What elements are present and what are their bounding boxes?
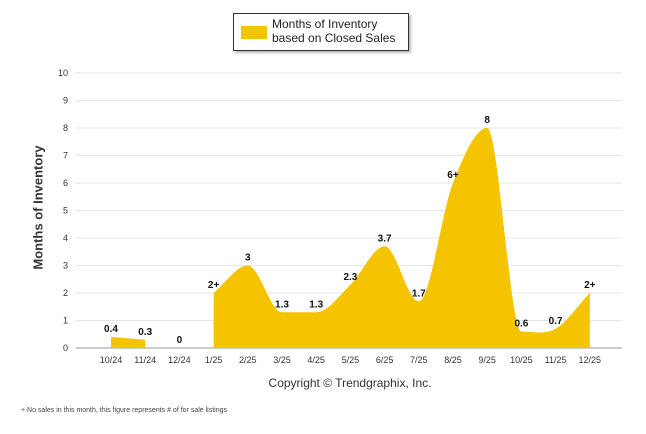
y-axis-label: Months of Inventory [30,145,46,270]
grid-lines [76,72,622,349]
x-tick-12-25: 12/25 [579,355,602,365]
x-tick-2-25: 2/25 [239,355,257,365]
legend: Months of Inventory based on Closed Sale… [233,13,409,51]
x-tick-10-24: 10/24 [100,355,123,365]
y-tick-5: 5 [63,206,68,216]
y-tick-10: 10 [58,68,68,78]
data-label-12-24: 0 [177,335,183,346]
footnote: + No sales in this month, this figure re… [21,407,228,414]
x-tick-12-24: 12/24 [168,355,191,365]
data-label-6-25: 3.7 [378,233,392,244]
data-label-12-25: 2+ [584,280,596,291]
area-series [111,128,590,348]
data-label-5-25: 2.3 [343,272,357,283]
y-tick-4: 4 [63,233,68,243]
area-segment-2 [213,128,590,348]
legend-label: Months of Inventory based on Closed Sale… [272,17,396,45]
y-tick-6: 6 [63,178,68,188]
y-tick-0: 0 [63,343,68,353]
data-label-11-25: 0.7 [549,316,563,327]
y-tick-9: 9 [63,96,68,106]
y-tick-8: 8 [63,123,68,133]
x-tick-4-25: 4/25 [307,355,325,365]
x-tick-5-25: 5/25 [342,355,360,365]
data-label-1-25: 2+ [208,280,220,291]
data-label-9-25: 8 [484,115,490,126]
data-label-11-24: 0.3 [138,327,152,338]
y-tick-2: 2 [63,288,68,298]
data-labels: 0.4 0.3 0 2+ 3 1.3 1.3 2.3 3.7 1.7 6+ 8 0.6 0.7 2+ [104,115,596,346]
x-tick-8-25: 8/25 [444,355,462,365]
data-label-7-25: 1.7 [412,288,426,299]
x-tick-9-25: 9/25 [478,355,496,365]
y-tick-7: 7 [63,151,68,161]
y-tick-3: 3 [63,261,68,271]
data-label-2-25: 3 [245,253,251,264]
x-axis-title: Copyright © Trendgraphix, Inc. [268,376,432,390]
data-label-8-25: 6+ [447,170,459,181]
y-tick-labels: 0 1 2 3 4 5 6 7 8 9 10 [58,68,68,353]
data-label-4-25: 1.3 [309,299,323,310]
x-tick-11-25: 11/25 [545,355,567,365]
x-tick-11-24: 11/24 [134,355,156,365]
area-segment-1 [111,337,146,348]
x-tick-1-25: 1/25 [205,355,223,365]
x-tick-3-25: 3/25 [273,355,291,365]
legend-swatch [241,26,267,39]
data-label-10-25: 0.6 [514,319,528,330]
data-label-10-24: 0.4 [104,324,118,335]
data-label-3-25: 1.3 [275,299,289,310]
y-tick-1: 1 [63,316,68,326]
x-tick-7-25: 7/25 [410,355,428,365]
x-tick-10-25: 10/25 [510,355,533,365]
x-tick-6-25: 6/25 [376,355,394,365]
x-tick-labels: 10/24 11/24 12/24 1/25 2/25 3/25 4/25 5/25 6/25 7… [100,355,601,365]
